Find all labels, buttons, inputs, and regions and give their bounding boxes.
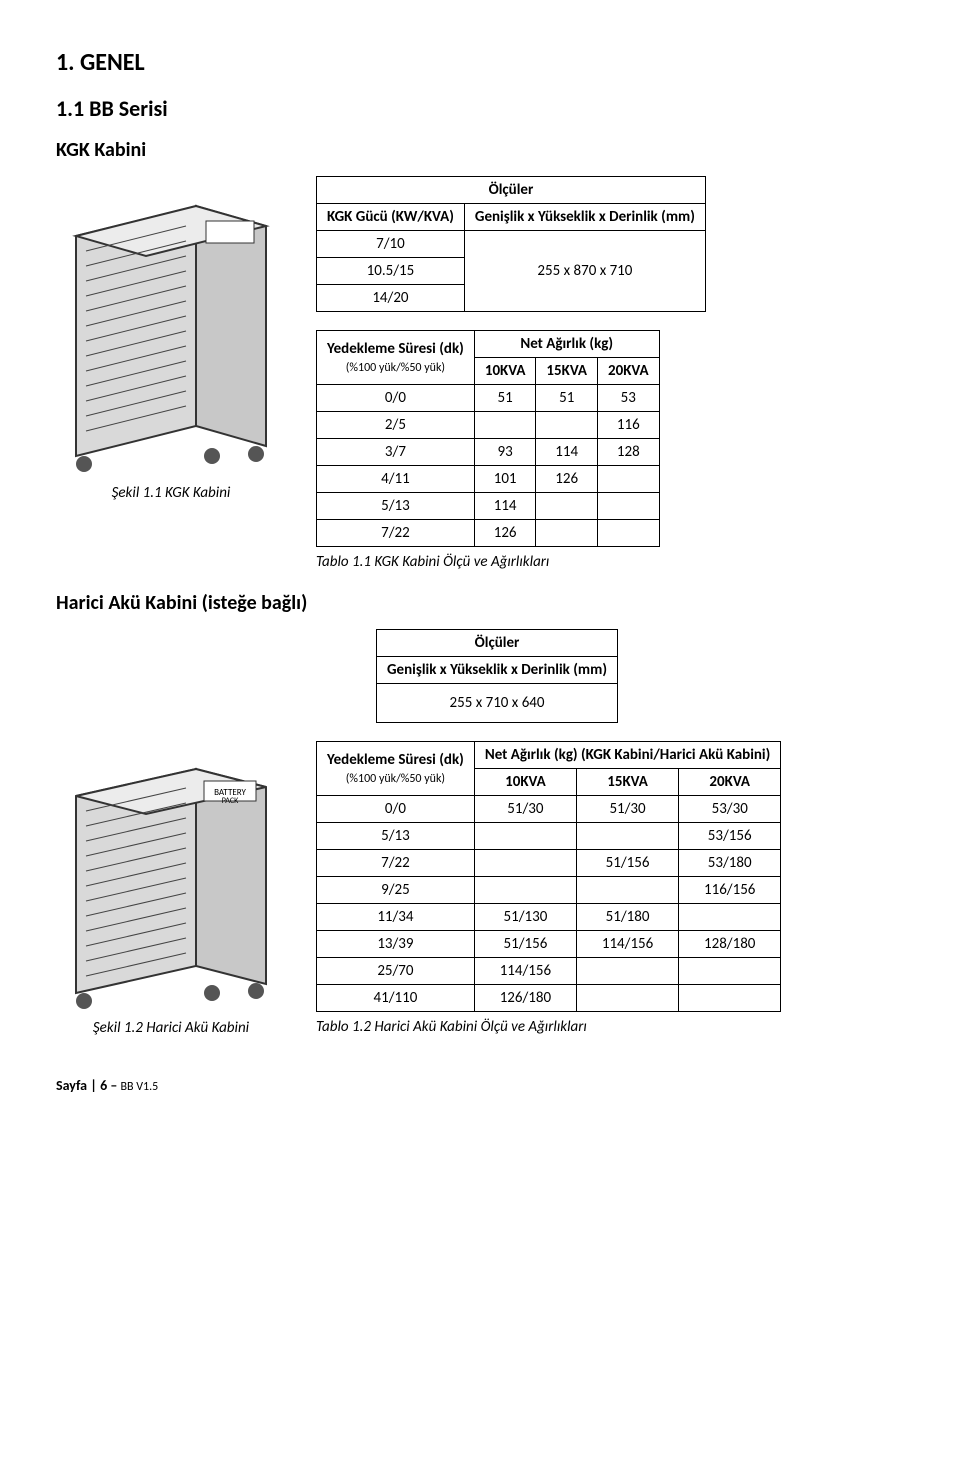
table-cell: 10.5/15 xyxy=(317,258,465,285)
table-cell xyxy=(598,520,660,547)
table-cell: 128/180 xyxy=(679,931,781,958)
yedekleme-header: Yedekleme Süresi (dk) xyxy=(327,340,464,358)
table-cell xyxy=(576,877,678,904)
table-cell xyxy=(474,850,576,877)
table-cell xyxy=(598,466,660,493)
table-cell: 116/156 xyxy=(679,877,781,904)
table-cell: 3/7 xyxy=(317,439,475,466)
table-cell: 114 xyxy=(536,439,598,466)
gyd-header: Genişlik x Yükseklik x Derinlik (mm) xyxy=(464,204,705,231)
table-cell: 128 xyxy=(598,439,660,466)
table-cell: 53/180 xyxy=(679,850,781,877)
kva15-header2: 15KVA xyxy=(576,769,678,796)
table-cell: 5/13 xyxy=(317,493,475,520)
table-cell xyxy=(679,985,781,1012)
table-cell: 7/22 xyxy=(317,520,475,547)
net-agirlik-header: Net Ağırlık (kg) xyxy=(474,331,659,358)
table-cell: 7/10 xyxy=(317,231,465,258)
table1-caption: Tablo 1.1 KGK Kabini Ölçü ve Ağırlıkları xyxy=(316,553,706,571)
table-cell: 14/20 xyxy=(317,285,465,312)
table-cell: 93 xyxy=(474,439,536,466)
table-cell: 51/130 xyxy=(474,904,576,931)
table-cell: 51/156 xyxy=(474,931,576,958)
table-cell: 51/30 xyxy=(576,796,678,823)
kva10-header: 10KVA xyxy=(474,358,536,385)
section-heading: 1. GENEL xyxy=(56,48,904,77)
table-cell: 51/180 xyxy=(576,904,678,931)
table-cell: 51 xyxy=(536,385,598,412)
kgk-dimensions-table: Ölçüler KGK Gücü (KW/KVA) Genişlik x Yük… xyxy=(316,176,706,312)
table-cell: 53 xyxy=(598,385,660,412)
table-cell: 25/70 xyxy=(317,958,475,985)
table-cell: 126 xyxy=(536,466,598,493)
net-agirlik-harici-header: Net Ağırlık (kg) (KGK Kabini/Harici Akü … xyxy=(474,742,780,769)
table-cell xyxy=(536,493,598,520)
table-cell xyxy=(679,904,781,931)
kgk-weight-table: Yedekleme Süresi (dk) (%100 yük/%50 yük)… xyxy=(316,330,660,547)
kva20-header: 20KVA xyxy=(598,358,660,385)
table-cell xyxy=(679,958,781,985)
table-cell: 9/25 xyxy=(317,877,475,904)
harici-dim-value: 255 x 710 x 640 xyxy=(377,684,618,723)
table-cell: 101 xyxy=(474,466,536,493)
table-cell: 51 xyxy=(474,385,536,412)
page-footer: Sayfa | 6 – BB V1.5 xyxy=(56,1077,904,1094)
table-cell: 0/0 xyxy=(317,796,475,823)
table-cell xyxy=(474,877,576,904)
table-cell: 126 xyxy=(474,520,536,547)
table-cell: 5/13 xyxy=(317,823,475,850)
table-cell: 7/22 xyxy=(317,850,475,877)
table-cell: 114/156 xyxy=(576,931,678,958)
table-cell xyxy=(576,985,678,1012)
table-cell: 116 xyxy=(598,412,660,439)
subsection-heading: 1.1 BB Serisi xyxy=(56,95,904,122)
gyd-header2: Genişlik x Yükseklik x Derinlik (mm) xyxy=(377,657,618,684)
kgk-heading: KGK Kabini xyxy=(56,138,904,162)
table-cell: 4/11 xyxy=(317,466,475,493)
table-cell: 51/30 xyxy=(474,796,576,823)
olculer-header: Ölçüler xyxy=(317,177,706,204)
table-cell: 51/156 xyxy=(576,850,678,877)
table-cell xyxy=(474,412,536,439)
harici-dimensions-table: Ölçüler Genişlik x Yükseklik x Derinlik … xyxy=(376,629,618,723)
table-cell xyxy=(598,493,660,520)
harici-weight-table: Yedekleme Süresi (dk) (%100 yük/%50 yük)… xyxy=(316,741,781,1012)
table-cell xyxy=(576,823,678,850)
figure2-caption: Şekil 1.2 Harici Akü Kabini xyxy=(93,1019,249,1037)
table-cell: 53/156 xyxy=(679,823,781,850)
table-cell: 11/34 xyxy=(317,904,475,931)
yedekleme-sub2: (%100 yük/%50 yük) xyxy=(346,772,445,786)
table-cell xyxy=(536,520,598,547)
svg-text:PACK: PACK xyxy=(222,796,239,806)
harici-heading: Harici Akü Kabini (isteğe bağlı) xyxy=(56,591,904,615)
yedekleme-header2: Yedekleme Süresi (dk) xyxy=(327,751,464,769)
table-cell xyxy=(536,412,598,439)
figure1-caption: Şekil 1.1 KGK Kabini xyxy=(112,484,231,502)
table-cell xyxy=(576,958,678,985)
yedekleme-sub: (%100 yük/%50 yük) xyxy=(346,361,445,375)
kva10-header2: 10KVA xyxy=(474,769,576,796)
table-cell: 53/30 xyxy=(679,796,781,823)
table-cell: 2/5 xyxy=(317,412,475,439)
table-cell: 13/39 xyxy=(317,931,475,958)
table-cell: 41/110 xyxy=(317,985,475,1012)
table-cell: 255 x 870 x 710 xyxy=(464,231,705,312)
table-cell xyxy=(474,823,576,850)
olculer-header2: Ölçüler xyxy=(377,630,618,657)
kva20-header2: 20KVA xyxy=(679,769,781,796)
table-cell: 114 xyxy=(474,493,536,520)
kgk-cabinet-figure xyxy=(56,176,286,476)
table-cell: 126/180 xyxy=(474,985,576,1012)
table-cell: 114/156 xyxy=(474,958,576,985)
table2-caption: Tablo 1.2 Harici Akü Kabini Ölçü ve Ağır… xyxy=(316,1018,781,1036)
kva15-header: 15KVA xyxy=(536,358,598,385)
harici-cabinet-figure: BATTERY PACK xyxy=(56,741,286,1011)
table-cell: 0/0 xyxy=(317,385,475,412)
kgk-gucu-header: KGK Gücü (KW/KVA) xyxy=(317,204,465,231)
